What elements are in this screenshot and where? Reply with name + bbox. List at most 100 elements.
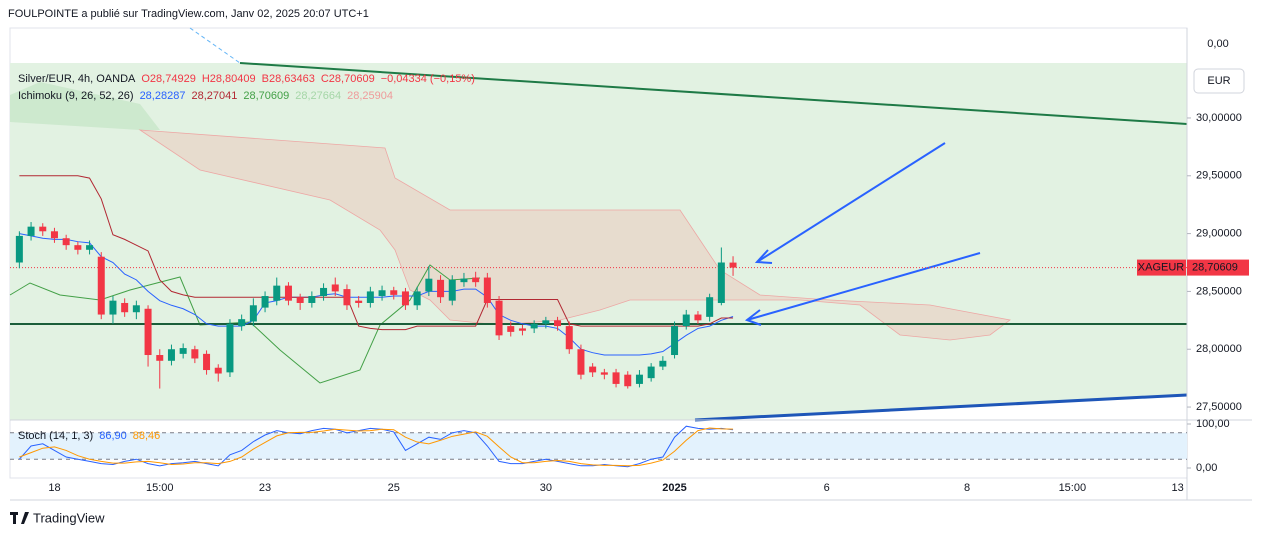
- arrows: [744, 142, 981, 326]
- candle-body: [191, 349, 199, 359]
- indicator-line: [19, 233, 734, 356]
- candle-body: [729, 262, 737, 268]
- candle-body: [97, 256, 105, 315]
- candle-body: [472, 277, 480, 283]
- cloud-bear: [138, 129, 1011, 341]
- x-tick-label: 18: [48, 482, 60, 494]
- candle-body: [15, 235, 23, 263]
- indicator-value: 28,27664: [295, 90, 342, 102]
- symbol-tag-label: XAGEUR: [1138, 261, 1185, 273]
- x-tick-label: 15:00: [146, 482, 174, 494]
- candle-body: [600, 372, 608, 375]
- candle-body: [437, 279, 445, 298]
- candle-body: [612, 372, 620, 384]
- candle-body: [203, 353, 211, 371]
- candle-body: [74, 245, 82, 250]
- candle-body: [647, 366, 655, 379]
- candle-body: [249, 305, 257, 322]
- trend-line: [189, 27, 241, 64]
- stoch-line: [19, 427, 734, 467]
- candle-body: [214, 367, 222, 374]
- candle-body: [554, 320, 562, 327]
- indicator-row: Ichimoku (9, 26, 52, 26) 28,28287 28,2704…: [18, 90, 393, 102]
- candle-body: [343, 289, 351, 306]
- legend-row: Silver/EUR, 4h, OANDA O28,74929 H28,8040…: [18, 73, 475, 85]
- stoch-legend: 88,46: [133, 430, 161, 442]
- legend-change: −0,04334 (−0,15%): [380, 73, 475, 85]
- legend-high: H28,80409: [201, 73, 256, 85]
- candle-body: [413, 291, 421, 306]
- candle-body: [121, 302, 129, 313]
- candle-body: [366, 291, 374, 303]
- candle-body: [507, 326, 515, 332]
- candle-body: [589, 366, 597, 373]
- x-tick-label: 2025: [662, 482, 686, 494]
- y-tick-label: 100,00: [1196, 418, 1230, 430]
- stoch-legend: Stoch (14, 1, 3): [18, 430, 93, 442]
- candle-body: [27, 226, 35, 236]
- candle-body: [635, 374, 643, 384]
- legend-symbol: Silver/EUR, 4h, OANDA: [18, 73, 136, 85]
- candle-body: [238, 319, 246, 327]
- legend-open: O28,74929: [141, 73, 196, 85]
- candle-body: [132, 305, 140, 313]
- x-tick-label: 25: [388, 482, 400, 494]
- x-tick-label: 23: [259, 482, 271, 494]
- candle-body: [261, 296, 269, 308]
- candle-body: [284, 285, 292, 301]
- symbol-tag: [1137, 259, 1186, 276]
- y-tick-label: 28,50000: [1196, 285, 1242, 297]
- x-tick-label: 8: [964, 482, 970, 494]
- trend-line: [694, 393, 1188, 422]
- candle-body: [167, 349, 175, 361]
- candle-body: [39, 226, 47, 232]
- candle-body: [50, 231, 58, 239]
- candle-body: [109, 300, 117, 315]
- cloud-bull: [10, 82, 160, 130]
- x-tick-label: 15:00: [1059, 482, 1087, 494]
- candle-body: [320, 287, 328, 297]
- candle-body: [144, 308, 152, 356]
- x-tick-label: 30: [540, 482, 552, 494]
- trend-line: [239, 62, 1188, 125]
- y-tick-label: 29,50000: [1196, 170, 1242, 182]
- last-price-tag: [1187, 259, 1249, 276]
- y-tick-label: 27,50000: [1196, 401, 1242, 413]
- candle-body: [378, 290, 386, 297]
- candle-body: [179, 348, 187, 354]
- y-tick-label: 30,00000: [1196, 112, 1242, 124]
- currency-button[interactable]: [1193, 68, 1245, 94]
- indicator-line: [19, 175, 734, 331]
- logo: [21, 512, 29, 524]
- candle-body: [694, 314, 702, 321]
- stoch-title: Stoch (14, 1, 3) 86,90 88,46: [18, 430, 160, 442]
- stoch-band: [10, 432, 1187, 460]
- candle-body: [483, 277, 491, 303]
- candle-body: [86, 245, 94, 250]
- stoch-legend: 86,90: [99, 430, 127, 442]
- x-tick-label: 13: [1172, 482, 1184, 494]
- indicator-value: 28,25904: [347, 90, 394, 102]
- candle-body: [226, 323, 234, 373]
- candle-body: [542, 320, 550, 324]
- logo: [13, 512, 16, 524]
- candle-body: [659, 360, 667, 367]
- candle-body: [425, 278, 433, 292]
- candle-body: [682, 314, 690, 327]
- legend-close: C28,70609: [320, 73, 375, 85]
- candle-body: [308, 296, 316, 303]
- legend-low: B28,63463: [261, 73, 315, 85]
- y-tick-label: 0,00: [1196, 462, 1217, 474]
- y-tick-label: 29,00000: [1196, 228, 1242, 240]
- candle-body: [296, 297, 304, 303]
- candle-body: [460, 278, 468, 283]
- currency[interactable]: EUR: [1207, 75, 1230, 87]
- price-scale-top: 0,00: [1207, 38, 1228, 50]
- candle-body: [624, 374, 632, 387]
- lagging-span: [9, 264, 481, 384]
- candle-body: [495, 300, 503, 336]
- candle-body: [331, 284, 339, 292]
- last-price-label: 28,70609: [1192, 261, 1238, 273]
- candle-body: [565, 326, 573, 350]
